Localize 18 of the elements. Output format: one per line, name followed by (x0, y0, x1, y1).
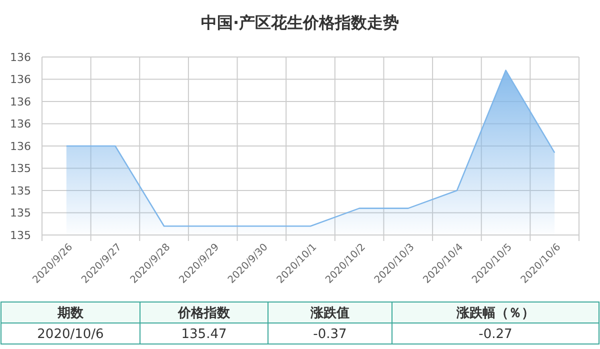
text: 涨跌值 (310, 306, 350, 322)
y-tick-label: 136 (10, 50, 31, 64)
text: -0.37 (313, 327, 347, 342)
text: 价格指数 (177, 306, 231, 322)
y-tick-label: 136 (10, 140, 31, 153)
y-tick-label: 135 (10, 206, 31, 220)
text: -0.27 (478, 327, 512, 342)
text: 2020/10/6 (37, 327, 104, 342)
text: 涨跌幅（％） (456, 306, 534, 322)
y-tick-label: 135 (10, 162, 31, 176)
text: 期数 (56, 306, 84, 322)
text: 135.47 (181, 327, 227, 342)
y-tick-label: 135 (10, 228, 31, 242)
y-tick-label: 136 (10, 118, 31, 131)
y-tick-label: 135 (10, 184, 31, 198)
y-tick-label: 136 (10, 73, 31, 86)
y-tick-label: 136 (10, 95, 31, 108)
chart-title: 中国·产区花生价格指数走势 (200, 13, 400, 32)
